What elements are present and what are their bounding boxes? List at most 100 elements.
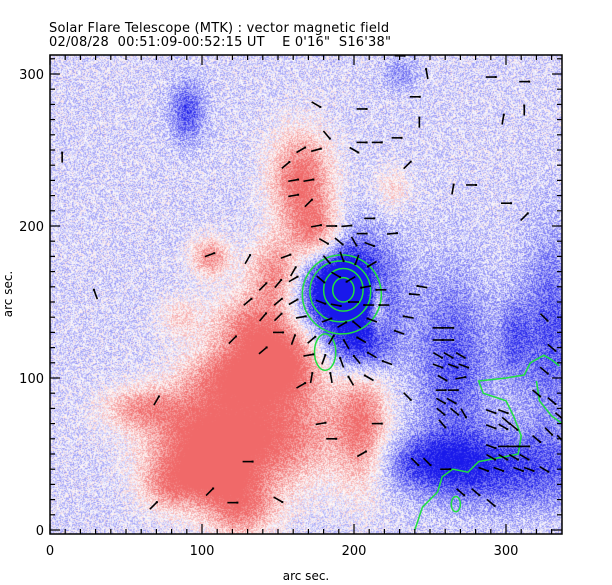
field-vector-head [155,501,158,504]
field-vector-head [380,422,383,425]
field-vector [435,397,446,404]
field-vector-head [403,55,406,57]
field-vector-head [416,284,419,287]
field-vector-head [92,288,95,291]
field-vector [539,466,549,473]
field-vector [280,253,291,259]
field-vector-head [452,339,455,341]
field-vector [307,336,316,344]
field-vector-head [502,113,505,116]
field-vector [547,343,556,352]
field-vector-head [280,312,283,315]
field-vector-head [363,374,366,377]
field-vector-head [356,336,359,339]
y-tick-label: 300 [19,68,44,83]
field-vector [436,407,445,416]
field-vector [315,421,326,426]
field-vector-head [342,260,345,263]
y-tick-label: 100 [19,372,44,387]
field-vector-head [341,243,344,246]
field-vector-head [440,356,443,359]
longitudinal-field-map [50,55,562,534]
field-vector-head [463,494,466,497]
field-vector [353,355,361,365]
field-vector [273,496,283,503]
field-vector-head [310,198,313,201]
field-vector-head [467,366,470,369]
field-vector [343,339,350,350]
field-vector-head [319,224,322,227]
field-vector-head [212,487,215,490]
x-tick-label: 200 [342,544,367,559]
field-vector [322,255,331,264]
field-vector-head [381,360,384,363]
field-vector [523,466,534,472]
field-vector [318,238,329,245]
field-vector-head [339,276,342,279]
field-vector-head [360,286,363,289]
field-vector [438,419,446,428]
field-vector [310,147,322,153]
field-vector-head [323,281,326,284]
field-vector [352,320,362,329]
field-vector-head [297,193,300,196]
field-vector-head [378,304,381,307]
field-vector-head [354,263,357,266]
small-contour [450,495,462,513]
field-vector [485,443,496,449]
field-vector-head [494,412,497,415]
field-vector-head [494,447,497,450]
axis-ticks [49,55,562,534]
field-vector [273,298,283,306]
field-vector [364,241,375,247]
field-vector [513,466,524,472]
field-vector [403,315,414,319]
field-vector [509,422,518,431]
field-vector-head [348,301,350,303]
field-vector [410,457,419,466]
field-vector [321,354,327,365]
field-vector-head [449,468,452,471]
chart-subtitle: 02/08/28 00:51:09-00:52:15 UT E 0'16" S1… [49,36,391,50]
field-vector [290,335,296,345]
field-vector-head [441,366,444,369]
observation-time-range: 00:51:09-00:52:15 UT [117,35,265,50]
field-vector-head [409,160,412,163]
field-vector-head [375,288,378,291]
field-vector-head [506,412,509,415]
field-vector-head [444,389,447,392]
field-vector [446,397,457,404]
field-vector [460,408,467,418]
field-vector-head [443,402,446,405]
field-vector-head [288,160,291,163]
field-vector [258,346,268,355]
field-vector-head [408,292,411,295]
field-vector-head [249,254,252,257]
contours-layer [301,254,562,531]
field-vector [547,396,556,405]
field-vector [288,193,299,198]
field-vector-head [364,450,367,453]
field-vector-head [425,68,428,71]
field-vector [485,408,496,414]
field-vector [334,237,344,246]
field-vector [539,366,549,375]
field-vector [544,427,553,436]
field-vector [311,101,321,108]
x-tick-label: 300 [494,544,519,559]
field-vector-head [551,433,554,436]
field-vector-head [494,427,497,430]
field-vector-head [475,183,478,186]
field-vector-head [339,304,342,307]
penumbra-contour-1 [535,380,562,425]
field-vector [337,321,347,328]
field-vector [486,453,496,461]
field-vector-head [451,356,454,359]
field-vector-head [528,80,531,83]
field-vector [349,146,359,154]
field-vector-head [328,137,331,140]
field-vector [455,376,466,380]
field-vector-head [347,375,350,378]
field-vector-head [363,304,366,307]
field-vector-head [332,334,335,337]
